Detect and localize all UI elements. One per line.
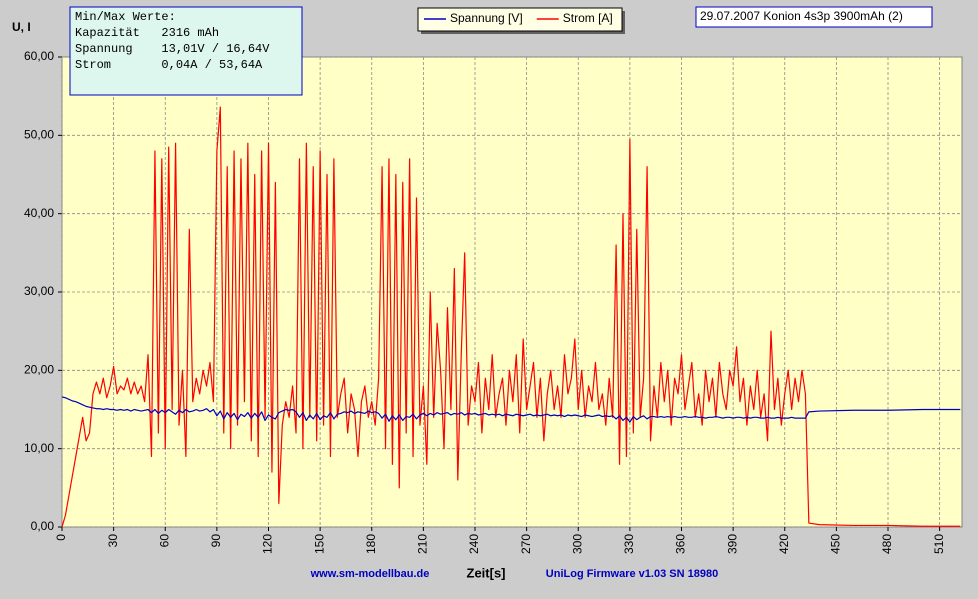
- x-tick-label: 270: [519, 534, 533, 554]
- info-box: [69, 6, 303, 96]
- chart-title: 29.07.2007 Konion 4s3p 3900mAh (2): [700, 9, 903, 23]
- x-tick-label: 30: [106, 534, 120, 548]
- lines: [61, 106, 961, 528]
- x-tick-label: 330: [622, 534, 636, 554]
- series-line: [61, 106, 961, 528]
- title-box: [695, 6, 933, 28]
- legend-box: [417, 7, 623, 32]
- info-line: Min/Max Werte:: [75, 10, 176, 24]
- x-tick-label: 240: [467, 534, 481, 554]
- x-tick-label: 360: [674, 534, 688, 554]
- legend: Spannung [V] Strom [A]: [424, 11, 613, 25]
- x-tick-label: 390: [725, 534, 739, 554]
- x-tick-label: 210: [416, 534, 430, 554]
- info-line: Kapazität 2316 mAh: [75, 26, 219, 40]
- x-tick-label: 90: [209, 534, 223, 548]
- x-tick-label: 150: [312, 534, 326, 554]
- x-axis-label: Zeit[s]: [467, 565, 506, 580]
- info-line: Strom 0,04A / 53,64A: [75, 58, 263, 72]
- y-tick-label: 40,00: [24, 206, 54, 220]
- x-tick-label: 120: [261, 534, 275, 554]
- y-tick-label: 10,00: [24, 441, 54, 455]
- x-tick-label: 300: [570, 534, 584, 554]
- y-tick-label: 50,00: [24, 128, 54, 142]
- y-tick-label: 0,00: [31, 519, 55, 533]
- x-tick-label: 0: [54, 534, 68, 541]
- series-line: [61, 396, 961, 423]
- footer-right: UniLog Firmware v1.03 SN 18980: [546, 568, 718, 580]
- y-tick-label: 30,00: [24, 284, 54, 298]
- info-lines: Min/Max Werte: Kapazität 2316 mAh Spannung…: [75, 10, 270, 72]
- legend-label: Strom [A]: [563, 11, 613, 25]
- grid: [58, 56, 962, 531]
- x-tick-label: 480: [880, 534, 894, 554]
- x-tick-label: 180: [364, 534, 378, 554]
- info-line: Spannung 13,01V / 16,64V: [75, 42, 270, 56]
- x-tick-label: 450: [829, 534, 843, 554]
- footer-left: www.sm-modellbau.de: [310, 568, 430, 580]
- x-tick-label: 510: [932, 534, 946, 554]
- x-tick-label: 60: [157, 534, 171, 548]
- y-tick-label: 20,00: [24, 363, 54, 377]
- x-tick-label: 420: [777, 534, 791, 554]
- y-tick-label: 60,00: [24, 49, 54, 63]
- legend-label: Spannung [V]: [450, 11, 523, 25]
- y-axis-label: U, I: [12, 20, 31, 34]
